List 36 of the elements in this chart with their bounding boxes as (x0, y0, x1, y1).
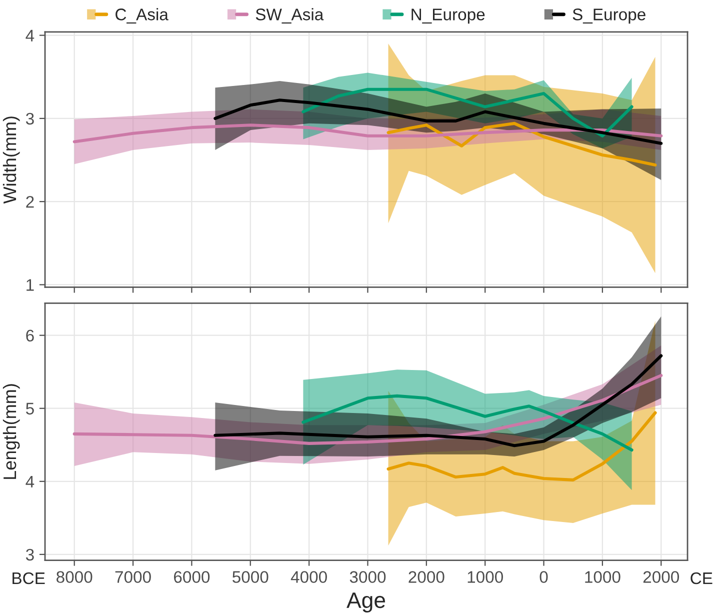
y-tick-label: 6 (26, 330, 34, 342)
x-tick-label: 8000 (56, 571, 92, 583)
line-series (72, 374, 663, 445)
legend-label: S_Europe (572, 8, 646, 24)
legend-label: C_Asia (116, 8, 168, 24)
x-axis-title: Age (346, 592, 386, 612)
line-series (214, 354, 663, 448)
x-tick-label: 0 (540, 571, 548, 583)
x-tick-label: 3000 (350, 571, 386, 583)
y-tick-label: 4 (26, 476, 34, 488)
line-series (302, 88, 634, 138)
x-tick-label: 1000 (468, 571, 503, 583)
text: CE (690, 572, 712, 584)
y-tick-label: 3 (26, 112, 34, 125)
y-tick-label: 4 (26, 30, 34, 42)
line-series (386, 411, 657, 482)
text: BCE (12, 572, 45, 584)
x-tick-label: 1000 (585, 571, 620, 583)
y-axis-title: Width(mm) (2, 116, 20, 204)
line-series (214, 98, 663, 145)
line-series (72, 124, 663, 144)
legend-label: SW_Asia (256, 8, 324, 24)
x-tick-label: 2000 (643, 571, 680, 583)
line-series (302, 394, 634, 452)
x-tick-label: 5000 (232, 571, 268, 583)
y-axis-title: Length(mm) (2, 384, 20, 479)
y-tick-label: 2 (26, 196, 34, 208)
y-tick-label: 5 (26, 402, 34, 415)
x-tick-label: 7000 (115, 571, 151, 583)
legend-label: N_Europe (412, 8, 485, 24)
y-tick-label: 1 (26, 279, 34, 291)
x-tick-label: 6000 (174, 571, 210, 583)
x-tick-label: 2000 (408, 571, 444, 583)
x-tick-label: 4000 (290, 571, 327, 583)
y-tick-label: 3 (26, 548, 34, 561)
line-series (386, 122, 657, 167)
